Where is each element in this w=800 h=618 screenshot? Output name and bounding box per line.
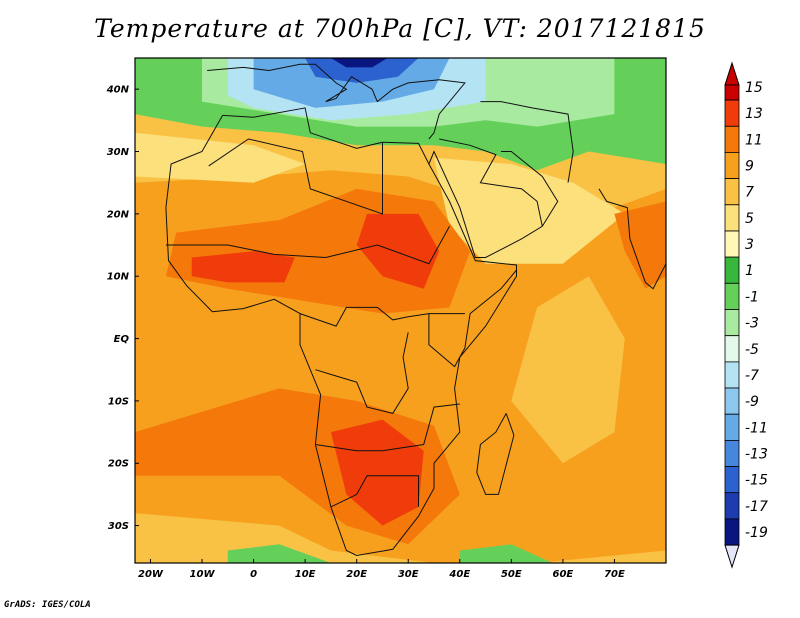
mediterranean-north-coast [207, 63, 466, 140]
colorbar-swatch [724, 413, 740, 441]
colorbar-label: -5 [745, 342, 759, 358]
colorbar-label: -3 [745, 316, 759, 332]
colorbar-swatch [724, 335, 740, 363]
colorbar-swatch [724, 492, 740, 520]
south-green [227, 544, 331, 563]
grads-credit: GrADS: IGES/COLA [4, 600, 91, 610]
colorbar-swatch [724, 361, 740, 389]
colorbar-swatch [724, 282, 740, 310]
colorbar-swatch [724, 204, 740, 232]
longitude-axis: 20W 10W 0 10E 20E 30E 40E 50E 60E 70E [138, 559, 625, 580]
sudan-hottest [356, 213, 440, 289]
colorbar-label: 5 [745, 211, 754, 227]
madagascar-coast [476, 413, 515, 495]
border-drc [315, 332, 409, 414]
border-southern [315, 403, 460, 452]
latitude-axis: 40N 30N 20N 10N EQ 10S 20S 30S [106, 85, 139, 532]
colorbar-swatch [724, 84, 740, 101]
lon-tick-label: 30E [398, 569, 419, 580]
colorbar-top-arrow [724, 61, 740, 86]
colder-band [305, 58, 419, 83]
colorbar: 15 13 11 9 7 5 3 1 -1 -3 -5 -7 -9 -11 -13 -15 -17 -19 [724, 61, 768, 569]
lat-tick-label: EQ [114, 334, 130, 345]
colorbar-label: 7 [745, 185, 754, 201]
india-hot [614, 201, 666, 289]
colorbar-swatch [724, 466, 740, 494]
colorbar-label: -13 [745, 447, 768, 463]
lon-tick-label: 20E [346, 569, 367, 580]
colorbar-label: -15 [745, 473, 768, 489]
border-arabia [439, 138, 543, 227]
colorbar-swatch [724, 387, 740, 415]
india-coast [598, 188, 666, 290]
colorbar-swatch [724, 518, 740, 546]
lat-tick-label: 40N [106, 85, 130, 96]
red-sea-arabia-coast [428, 150, 559, 258]
lat-tick-label: 30S [108, 521, 129, 532]
border-south-africa [330, 475, 419, 508]
lat-tick-label: 10N [107, 272, 130, 283]
lon-tick-label: 10W [190, 569, 216, 580]
lat-tick-label: 20N [107, 209, 130, 220]
colorbar-swatch [724, 309, 740, 337]
colorbar-label: -17 [745, 499, 768, 515]
colorbar-label: 3 [745, 237, 754, 253]
colorbar-label: -7 [745, 368, 759, 384]
colorbar-label: 11 [745, 132, 763, 148]
indian-ocean-mild [511, 276, 625, 464]
south-green-east [459, 544, 553, 563]
west-africa-hottest [191, 251, 295, 283]
lat-tick-label: 20S [108, 459, 129, 470]
map-frame [134, 57, 667, 564]
south-hottest [330, 419, 424, 526]
lat-tick-label: 30N [107, 147, 130, 158]
colorbar-label: -11 [745, 420, 768, 436]
chart-title: Temperature at 700hPa [C], VT: 201712181… [94, 14, 706, 43]
border-central [299, 306, 465, 327]
lon-tick-label: 20W [138, 569, 164, 580]
border-east-africa [428, 269, 517, 368]
colorbar-bottom-arrow [724, 544, 740, 569]
lon-tick-label: 50E [501, 569, 522, 580]
lat-tick-label: 10S [108, 396, 129, 407]
lon-tick-label: 70E [604, 569, 625, 580]
lon-tick-label: 10E [295, 569, 316, 580]
lon-tick-label: 40E [448, 569, 470, 580]
border-iran [480, 101, 574, 183]
lon-tick-label: 60E [553, 569, 574, 580]
country-borders [165, 63, 666, 557]
colorbar-label: 1 [745, 263, 754, 279]
temperature-field [135, 58, 666, 563]
colorbar-swatch [724, 178, 740, 206]
colorbar-swatch [724, 230, 740, 258]
border-sahel [165, 226, 450, 265]
colorbar-swatch [724, 99, 740, 127]
colorbar-swatch [724, 125, 740, 153]
lon-tick-label: 0 [250, 569, 257, 580]
colorbar-label: -19 [745, 525, 768, 541]
colorbar-label: -1 [745, 289, 759, 305]
colorbar-swatch [724, 151, 740, 179]
pale-arabia [434, 157, 625, 264]
africa-coastline [165, 107, 517, 557]
border-north-africa [208, 138, 383, 215]
colorbar-label: -9 [745, 394, 759, 410]
colorbar-label: 13 [745, 106, 763, 122]
coldest-core [330, 58, 388, 68]
colorbar-swatch [724, 439, 740, 467]
colorbar-swatch [724, 256, 740, 284]
colorbar-label: 15 [745, 80, 763, 96]
colorbar-label: 9 [745, 159, 754, 175]
